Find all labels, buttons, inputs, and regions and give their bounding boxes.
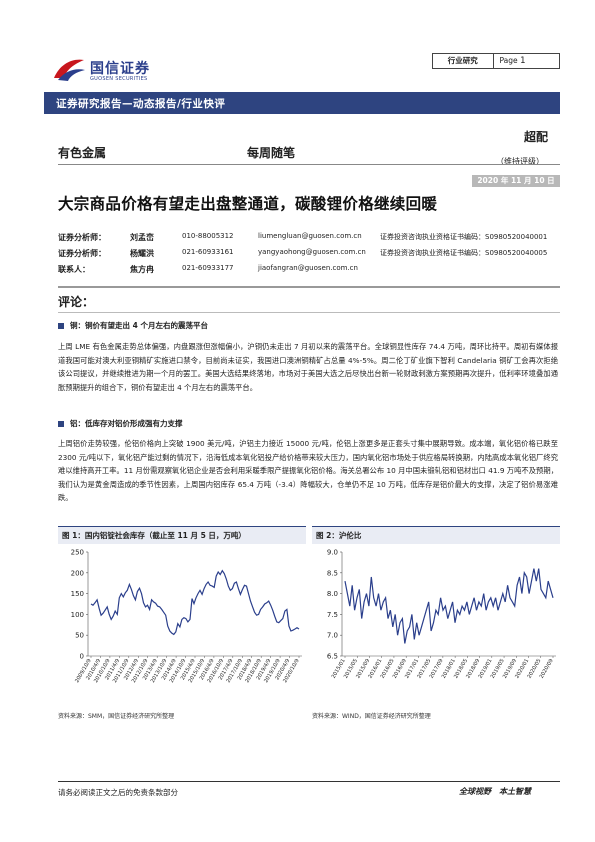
y-tick-label: 0 [80, 653, 84, 661]
aluminum-heading: 铝：低库存对铝价形成强有力支撑 [58, 418, 183, 429]
analyst-email[interactable]: yangyaohong@guosen.com.cn [258, 248, 366, 256]
disclaimer-note: 请务必阅读正文之后的免责条款部分 [58, 788, 178, 797]
figure-1: 图 1：国内铝锭社会库存（截止至 11 月 5 日，万吨） [58, 526, 306, 544]
analyst-phone: 021-60933177 [182, 264, 234, 272]
rating-note: （维持评级） [496, 157, 544, 166]
analyst-row: 证券分析师： 杨耀洪 021-60933161 yangyaohong@guos… [58, 248, 560, 264]
figure-1-source: 资料来源：SMM，国信证券经济研究所整理 [58, 713, 175, 720]
column-label: 每周随笔 [247, 146, 296, 160]
bullet-square-icon [58, 323, 64, 329]
analyst-cert: 证券投资咨询执业资格证书编码：S0980520040001 [380, 233, 548, 241]
page-indicator: Page 1 [494, 54, 560, 68]
analyst-phone: 021-60933161 [182, 248, 234, 256]
divider [58, 286, 560, 288]
analyst-name: 焦方冉 [130, 265, 154, 274]
guosen-logo-mark [54, 59, 85, 81]
comment-heading: 评论： [58, 295, 95, 309]
y-tick-label: 50 [75, 632, 84, 640]
analyst-role: 证券分析师： [58, 233, 106, 242]
y-tick-label: 200 [71, 569, 84, 577]
y-tick-label: 250 [71, 549, 84, 557]
analyst-role: 证券分析师： [58, 249, 106, 258]
divider [58, 164, 560, 165]
analyst-role: 联系人： [58, 265, 90, 274]
copper-heading-text: 铜：铜价有望走出 4 个月左右的震荡平台 [70, 321, 208, 330]
shfe-lme-ratio-chart: 6.57.07.58.08.59.02015/012015/052015/092… [327, 549, 556, 680]
figure-1-title: 图 1：国内铝锭社会库存（截止至 11 月 5 日，万吨） [58, 527, 306, 544]
brand-name: 国信证券 [90, 61, 150, 77]
analyst-email[interactable]: jiaofangran@guosen.com.cn [258, 264, 358, 272]
header-box: 行业研究 Page 1 [432, 53, 560, 69]
analyst-phone: 010-88005312 [182, 232, 234, 240]
y-tick-label: 8.0 [327, 590, 338, 598]
bullet-square-icon [58, 421, 64, 427]
divider [58, 312, 560, 313]
report-category: 行业研究 [433, 54, 494, 68]
figure-2-title: 图 2：沪伦比 [312, 527, 560, 544]
y-tick-label: 9.0 [327, 549, 338, 557]
page-number: 1 [520, 56, 526, 66]
series-line [344, 568, 554, 644]
page-label: Page [499, 56, 518, 65]
rating: 超配 [524, 130, 549, 144]
y-tick-label: 8.5 [327, 569, 338, 577]
copper-paragraph: 上周 LME 有色金属走势总体偏强，内盘跟涨但涨幅偏小，沪铜仍未走出 7 月初以… [58, 342, 558, 392]
figure-2: 图 2：沪伦比 [312, 526, 560, 544]
slogan: 全球视野 本土智慧 [459, 787, 531, 796]
analyst-name: 杨耀洪 [130, 249, 154, 258]
report-title: 大宗商品价格有望走出盘整通道，碳酸锂价格继续回暖 [58, 195, 438, 213]
inventory-chart: 0501001502002502009/10/92010/4/92010/10/… [71, 549, 302, 684]
report-type: 证券研究报告—动态报告/行业快评 [56, 98, 226, 110]
y-tick-label: 100 [71, 611, 84, 619]
analyst-cert: 证券投资咨询执业资格证书编码：S0980520040005 [380, 249, 548, 257]
analyst-name: 刘孟峦 [130, 233, 154, 242]
sector-label: 有色金属 [58, 146, 107, 160]
copper-heading: 铜：铜价有望走出 4 个月左右的震荡平台 [58, 320, 208, 331]
analyst-email[interactable]: liumengluan@guosen.com.cn [258, 232, 362, 240]
analyst-row: 证券分析师： 刘孟峦 010-88005312 liumengluan@guos… [58, 232, 560, 248]
report-date: 2020 年 11 月 10 日 [472, 175, 560, 187]
y-tick-label: 7.5 [327, 611, 338, 619]
figure-2-source: 资料来源：WIND，国信证券经济研究所整理 [312, 713, 431, 720]
series-line [90, 569, 300, 636]
brand-name-en: GUOSEN SECURITIES [90, 76, 148, 82]
header-band [44, 92, 560, 114]
aluminum-paragraph: 上周铝价走势较强，伦铝价格向上突破 1900 美元/吨，沪铝主力接近 15000… [58, 439, 558, 503]
footer-divider [58, 781, 560, 782]
analyst-row: 联系人： 焦方冉 021-60933177 jiaofangran@guosen… [58, 264, 560, 280]
y-tick-label: 6.5 [327, 653, 338, 661]
y-tick-label: 150 [71, 590, 84, 598]
analyst-list: 证券分析师： 刘孟峦 010-88005312 liumengluan@guos… [58, 232, 560, 280]
aluminum-heading-text: 铝：低库存对铝价形成强有力支撑 [70, 419, 183, 428]
y-tick-label: 7.0 [327, 632, 338, 640]
